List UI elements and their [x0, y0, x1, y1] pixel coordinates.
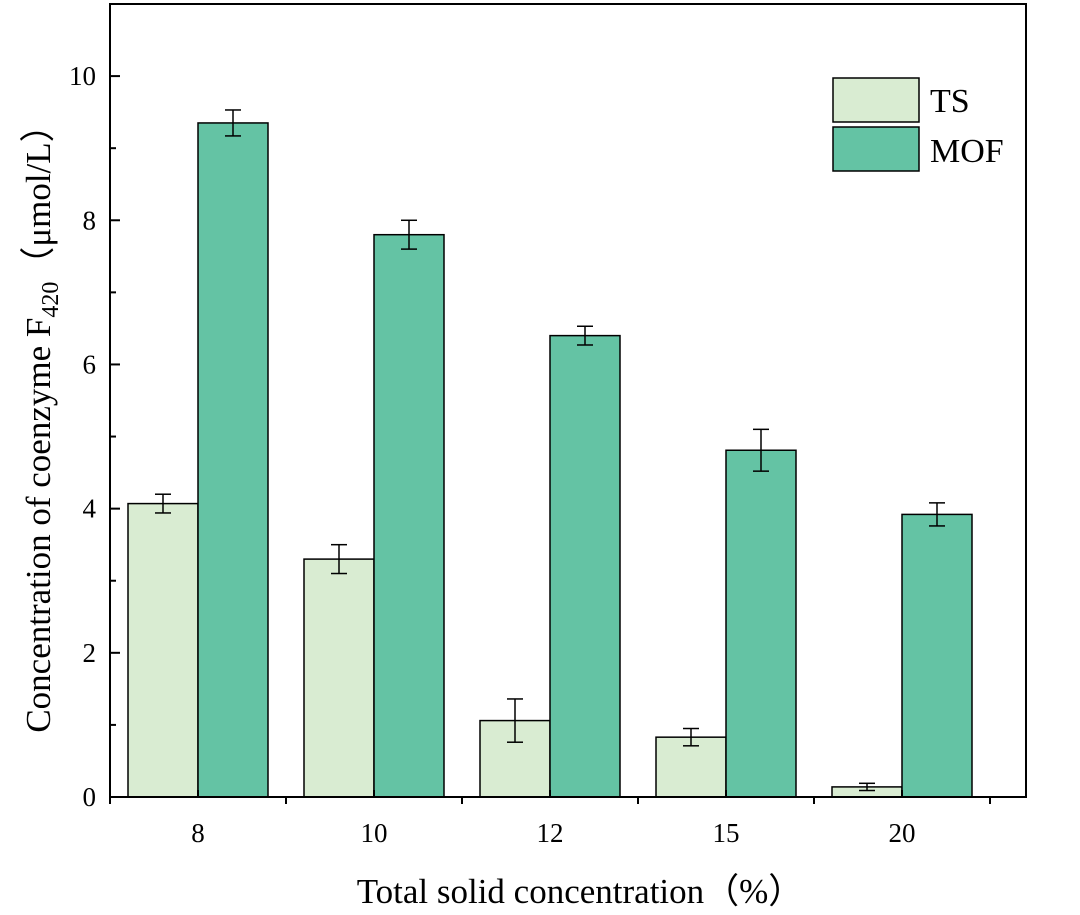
y-tick-label-2: 2 — [83, 638, 97, 668]
legend-swatch-mof — [832, 126, 920, 172]
bar-mof-20 — [901, 513, 973, 798]
bar-ts-10 — [303, 558, 375, 798]
x-axis-title: Total solid concentration（%） — [357, 872, 804, 911]
bar-ts-8 — [127, 502, 199, 798]
error-bar-mof-12 — [577, 325, 593, 346]
x-tick-label-8: 8 — [191, 818, 205, 848]
x-tick-label-10: 10 — [361, 818, 388, 848]
legend-swatch-ts — [832, 77, 920, 123]
bar-mof-10 — [373, 233, 445, 798]
y-axis-title: Concentration of coenzyme F420（μmol/L） — [19, 107, 64, 732]
bars-layer — [127, 122, 973, 798]
error-bar-mof-10 — [401, 219, 417, 250]
y-tick-label-0: 0 — [83, 782, 97, 812]
y-tick-label-6: 6 — [83, 349, 97, 379]
legend-label-mof: MOF — [930, 133, 1004, 170]
error-bar-ts-8 — [155, 493, 171, 514]
y-tick-label-4: 4 — [83, 494, 97, 524]
bar-mof-12 — [549, 334, 621, 798]
x-tick-label-15: 15 — [713, 818, 740, 848]
error-bars-layer — [155, 109, 945, 792]
plot-frame — [109, 3, 1027, 798]
y-tick-label-10: 10 — [69, 61, 96, 91]
legend: TS MOF — [832, 77, 1004, 172]
x-tick-label-20: 20 — [889, 818, 916, 848]
bar-mof-15 — [725, 449, 797, 798]
legend-label-ts: TS — [930, 83, 970, 120]
error-bar-mof-8 — [225, 109, 241, 137]
x-tick-label-12: 12 — [537, 818, 564, 848]
y-tick-label-8: 8 — [83, 205, 97, 235]
y-axis-title-main: Concentration of coenzyme F — [19, 318, 58, 733]
error-bar-ts-20 — [859, 782, 875, 792]
ticks-layer: 0 2 4 6 8 10 8 10 12 15 20 — [69, 61, 991, 848]
bar-mof-8 — [197, 122, 269, 798]
error-bar-ts-10 — [331, 543, 347, 575]
y-axis-title-unit: （μmol/L） — [19, 107, 58, 281]
y-axis-title-subscript: 420 — [38, 282, 64, 318]
error-bar-ts-12 — [507, 698, 523, 743]
error-bar-mof-15 — [753, 428, 769, 472]
error-bar-ts-15 — [683, 727, 699, 747]
error-bar-mof-20 — [929, 502, 945, 527]
